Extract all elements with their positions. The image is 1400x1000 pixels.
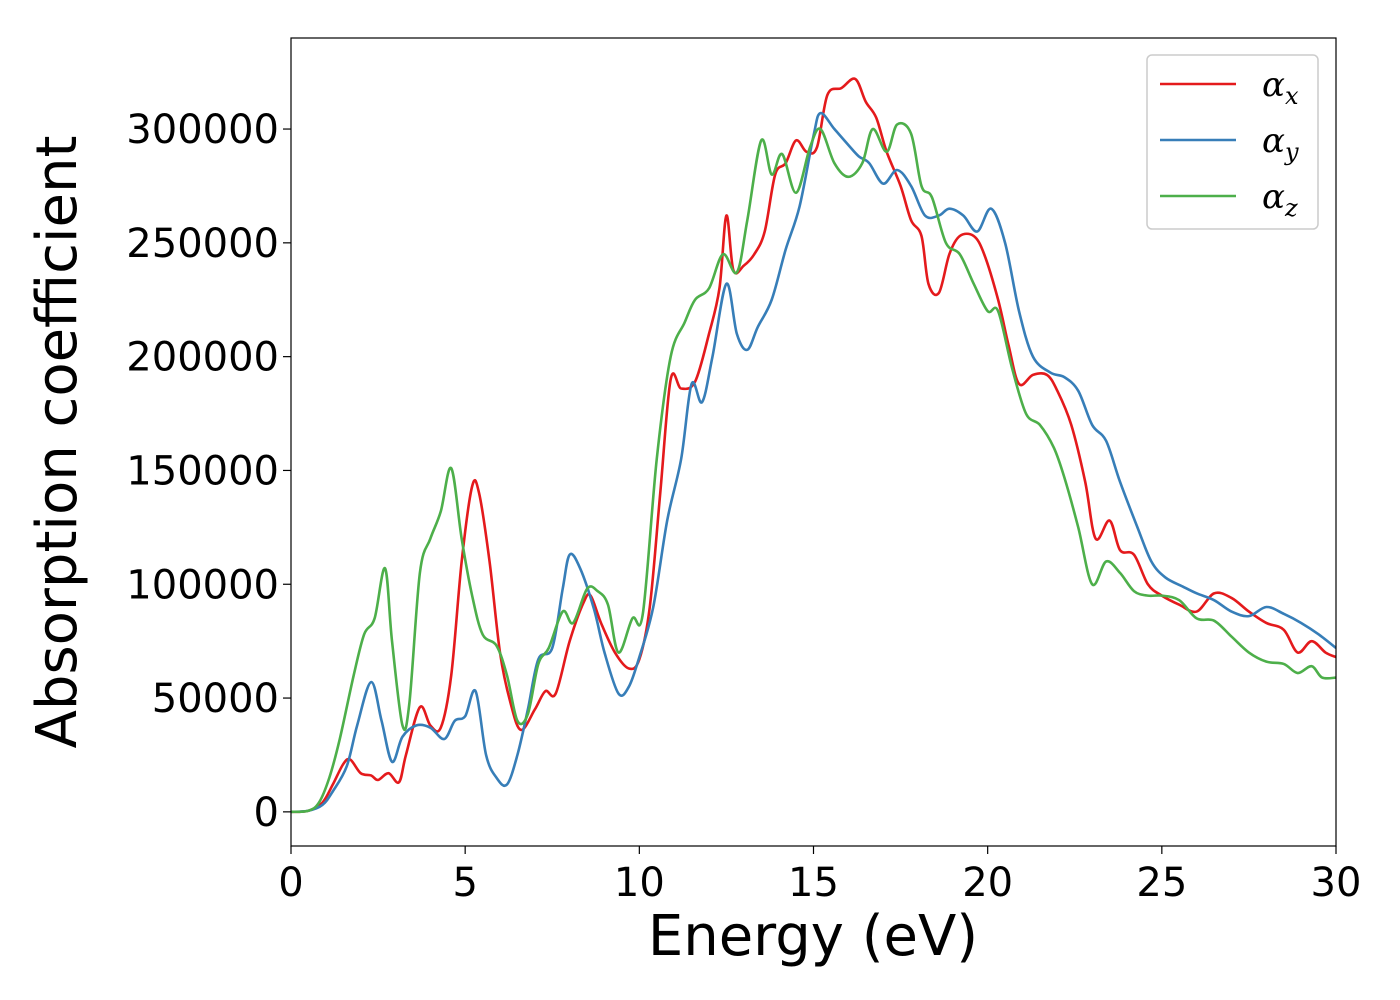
- legend-subscript: z: [1284, 194, 1298, 222]
- y-axis-ticks: 0 50000 100000 150000 200000 250000 300000: [126, 107, 291, 836]
- x-axis-ticks: 0 5 10 15 20 25 30: [278, 846, 1361, 906]
- y-tick-label: 50000: [152, 676, 279, 722]
- y-tick-label: 150000: [126, 448, 279, 494]
- legend-symbol: α: [1262, 177, 1285, 217]
- x-tick-label: 15: [788, 860, 839, 906]
- legend-subscript: x: [1285, 82, 1299, 110]
- y-tick-label: 250000: [126, 221, 279, 267]
- x-tick-label: 10: [614, 860, 665, 906]
- x-tick-label: 30: [1311, 860, 1362, 906]
- series-line-x: [291, 77, 1336, 814]
- y-tick-label: 300000: [126, 107, 279, 153]
- legend-label-x: αx: [1262, 65, 1299, 110]
- x-tick-label: 20: [962, 860, 1013, 906]
- legend-box: [1146, 54, 1319, 230]
- x-axis-label: Energy (eV): [648, 904, 978, 969]
- series-line-y: [291, 111, 1336, 814]
- legend-subscript: y: [1284, 138, 1299, 166]
- y-tick-label: 200000: [126, 335, 279, 381]
- legend-label-y: αy: [1262, 121, 1299, 166]
- legend-label-z: αz: [1262, 177, 1298, 222]
- x-tick-label: 25: [1136, 860, 1187, 906]
- x-tick-label: 0: [278, 860, 303, 906]
- y-axis-label: Absorption coefficient: [25, 136, 90, 749]
- y-tick-label: 0: [254, 790, 279, 836]
- plot-frame: [290, 37, 1337, 847]
- series-line-z: [291, 121, 1336, 814]
- x-tick-label: 5: [452, 860, 477, 906]
- legend-symbol: α: [1262, 65, 1285, 105]
- y-tick-label: 100000: [126, 562, 279, 608]
- legend-symbol: α: [1262, 121, 1285, 161]
- plot-area: [291, 77, 1336, 814]
